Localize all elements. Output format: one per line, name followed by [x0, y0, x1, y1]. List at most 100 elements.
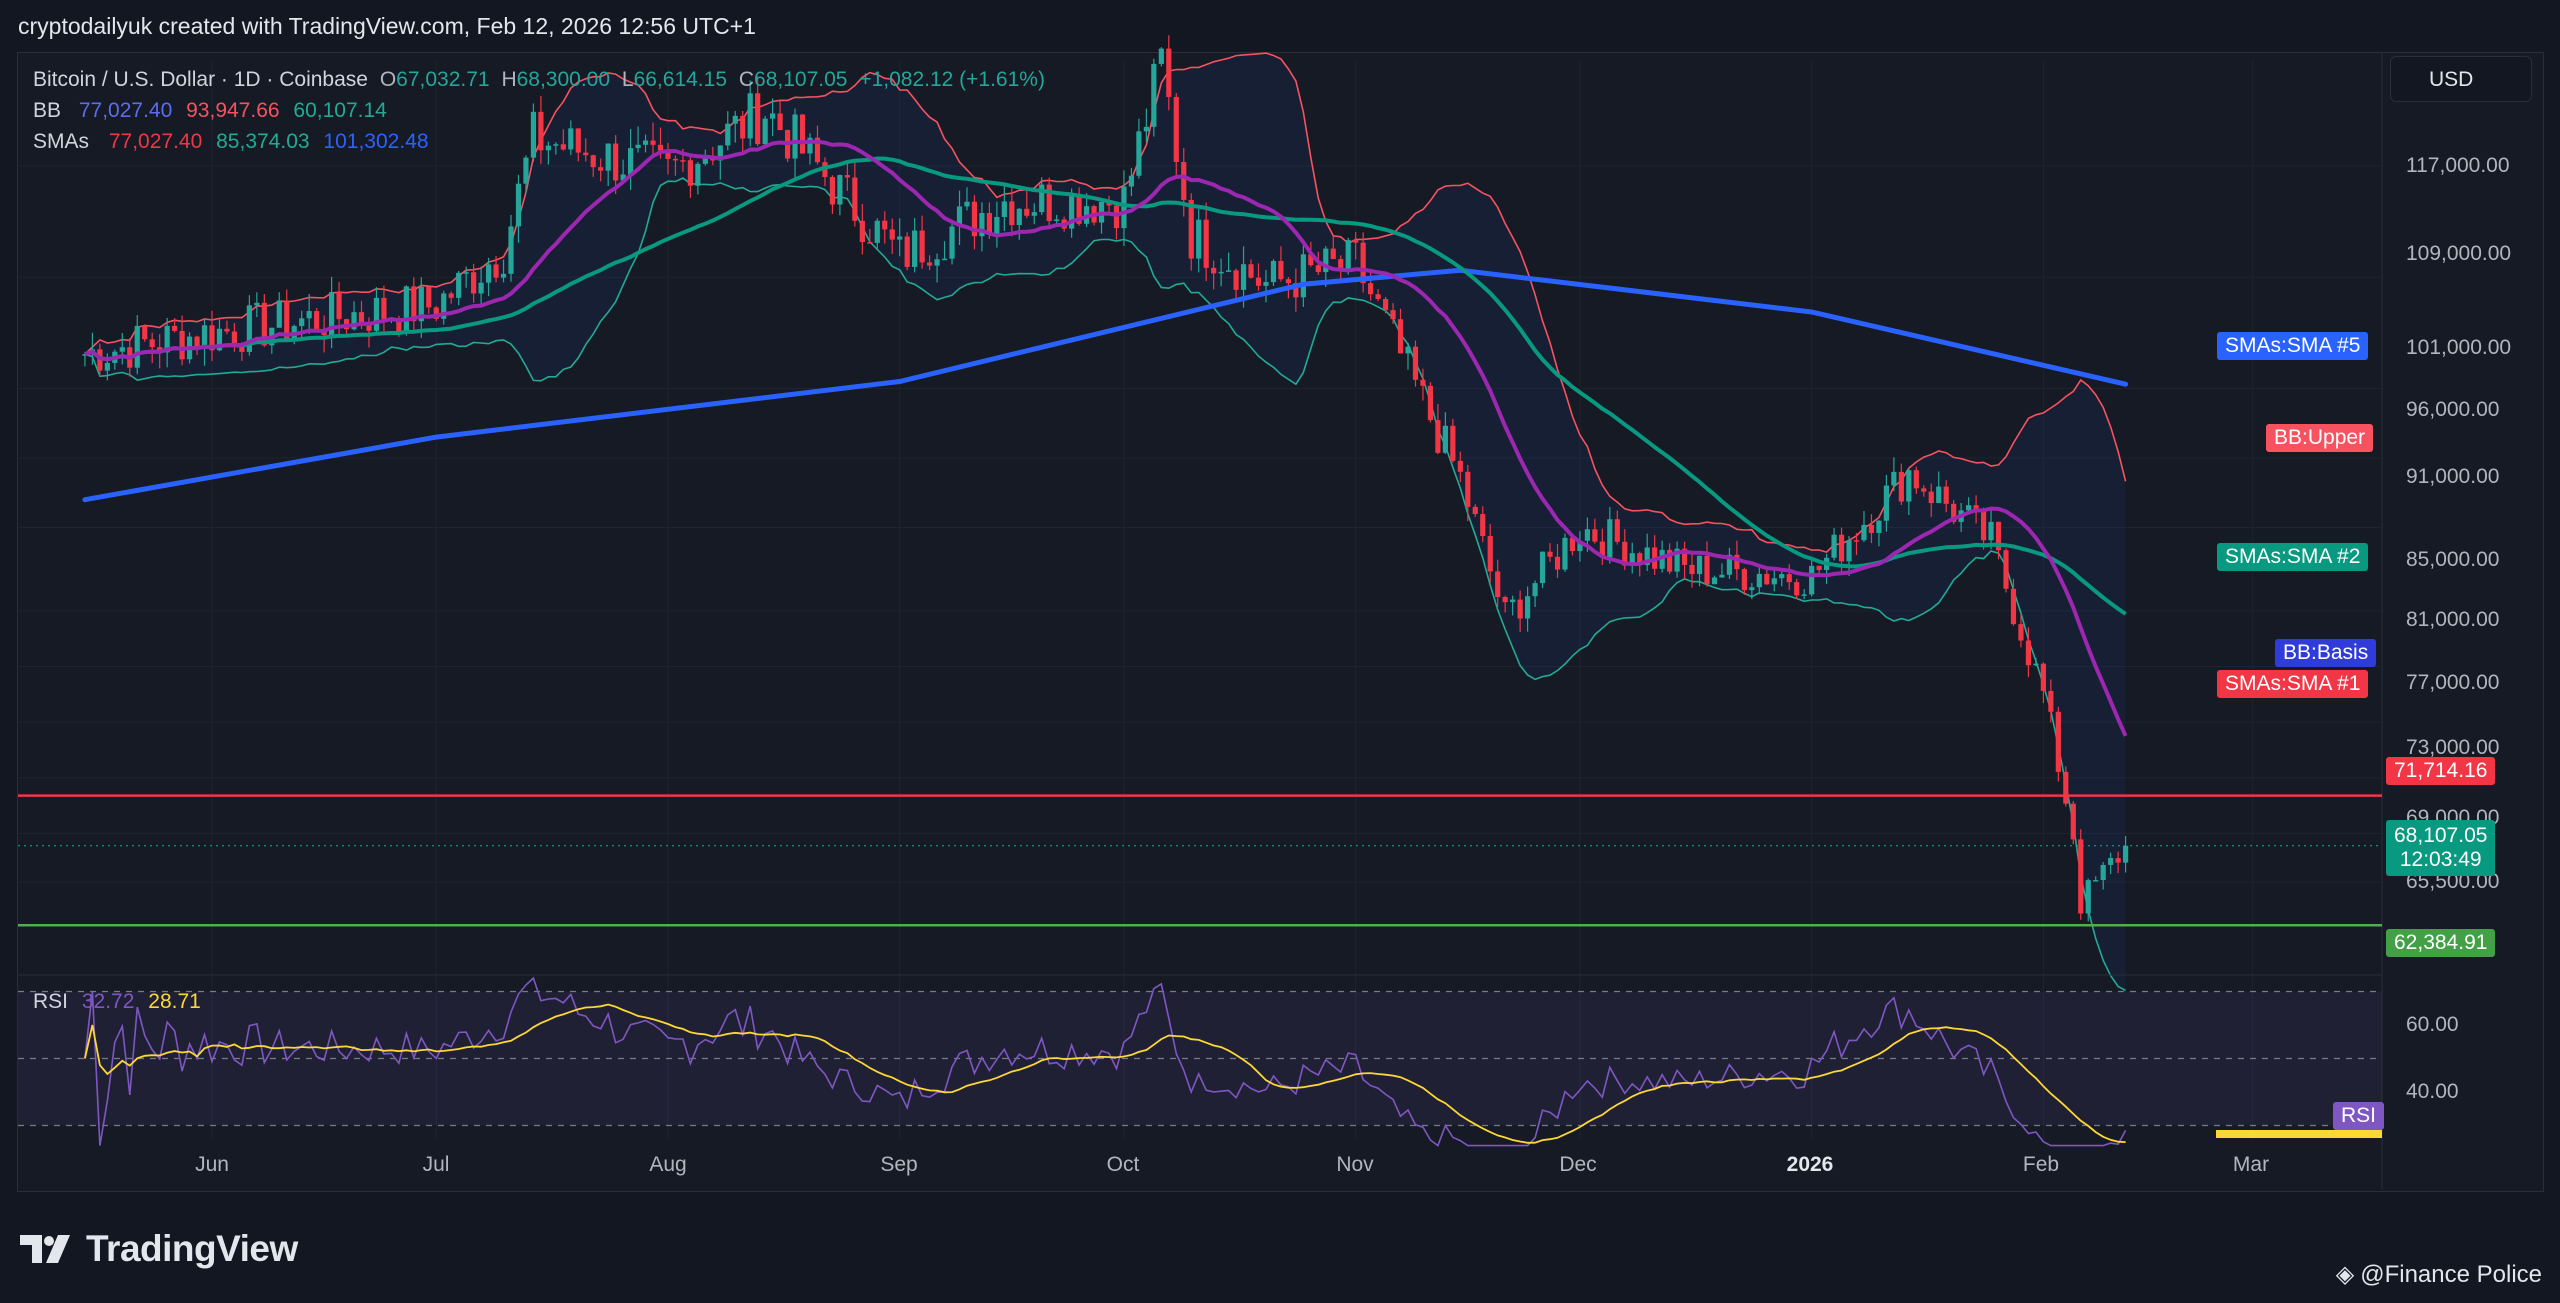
candle-body [635, 144, 641, 149]
rsi-tag: RSI [2333, 1102, 2385, 1130]
candle-body [179, 330, 185, 360]
candle-body [1973, 505, 1979, 509]
candle-body [770, 113, 776, 119]
candle-body [299, 318, 305, 327]
candle-body [2115, 858, 2121, 863]
candle-body [1622, 541, 1628, 566]
candle-body [941, 258, 948, 261]
candle-body [844, 175, 850, 178]
candle-body [530, 111, 537, 158]
candle-body [142, 325, 148, 340]
candle-body [1906, 470, 1912, 502]
candle-body [1704, 555, 1710, 585]
time-tick: Jun [195, 1153, 229, 1176]
candle-body [1674, 548, 1680, 572]
bb-basis-value: 77,027.40 [78, 99, 173, 122]
candle-body [1158, 48, 1164, 64]
sma-label[interactable]: SMAs [33, 130, 90, 153]
candle-body [1465, 471, 1471, 507]
candle-body [381, 297, 387, 319]
bb-lower-value: 60,107.14 [293, 99, 387, 122]
candle-body [1786, 574, 1792, 583]
candle-body [1173, 96, 1179, 162]
candle-body [1592, 529, 1598, 542]
price-tick: 91,000.00 [2406, 465, 2500, 488]
candle-body [583, 152, 589, 156]
support-price-tag: 62,384.91 [2386, 929, 2496, 957]
candle-body [725, 123, 731, 146]
candle-body [358, 312, 365, 323]
caption: cryptodailyuk created with TradingView.c… [18, 12, 756, 39]
bollinger-bands [84, 52, 2127, 992]
candle-body [650, 140, 656, 145]
candle-body [1711, 577, 1718, 585]
price-tick: 77,000.00 [2406, 671, 2500, 694]
candle-body [1046, 184, 1052, 222]
candle-body [2100, 864, 2106, 881]
candle-body [1980, 508, 1987, 541]
candle-body [2018, 624, 2024, 641]
bb-label[interactable]: BB [33, 99, 62, 122]
candle-body [463, 272, 469, 274]
candle-body [2078, 839, 2084, 914]
candle-body [104, 362, 110, 371]
candle-body [134, 325, 140, 368]
tradingview-mark-icon [20, 1235, 70, 1263]
candle-body [329, 292, 335, 336]
candle-body [1009, 201, 1015, 226]
candle-body [209, 325, 215, 351]
candle-body [628, 148, 634, 175]
candle-body [1517, 599, 1523, 619]
candle-body [1338, 259, 1344, 270]
candle-body [426, 286, 432, 308]
candle-body [1764, 573, 1770, 585]
candle-body [1868, 524, 1875, 533]
sma1-tag: SMAs:SMA #1 [2217, 670, 2369, 698]
chart-panel[interactable] [17, 52, 2544, 1192]
candle-body [1853, 540, 1860, 542]
candle-body [755, 93, 761, 145]
candle-body [934, 259, 940, 266]
candle-body [1054, 219, 1060, 222]
candle-body [2033, 663, 2039, 666]
candle-body [1487, 536, 1493, 572]
bb-upper-value: 93,947.66 [186, 99, 280, 122]
tradingview-logo[interactable]: TradingView [20, 1225, 298, 1273]
currency-button[interactable]: USD [2390, 56, 2532, 102]
candle-body [351, 312, 357, 330]
open-value: 67,032.71 [396, 68, 490, 91]
candle-body [2010, 588, 2017, 625]
candle-body [2108, 858, 2114, 865]
candle-body [1240, 264, 1247, 290]
candle-body [1801, 594, 1807, 596]
candle-body [1323, 248, 1329, 273]
candle-body [1218, 271, 1224, 274]
time-tick: Mar [2232, 1153, 2270, 1176]
candle-body [1883, 485, 1889, 521]
candle-body [1569, 537, 1576, 552]
price-tick: 109,000.00 [2406, 242, 2512, 265]
sma-lines [82, 139, 2129, 737]
symbol-name[interactable]: Bitcoin / U.S. Dollar · 1D · Coinbase [33, 68, 368, 91]
time-tick: Nov [1336, 1153, 1374, 1176]
candle-body [2003, 550, 2009, 589]
candle-body [1442, 425, 1448, 453]
time-tick: Dec [1559, 1153, 1597, 1176]
candle-body [620, 174, 626, 181]
candle-body [194, 336, 200, 349]
candle-body [927, 262, 933, 266]
candle-body [396, 318, 402, 332]
candle-body [336, 292, 342, 320]
candle-body [919, 230, 925, 263]
candle-body [1951, 503, 1957, 522]
candle-body [149, 339, 155, 348]
candle-body [1270, 260, 1277, 283]
candle-body [1128, 175, 1135, 187]
bb-fill [84, 53, 2126, 991]
rsi-label[interactable]: RSI [33, 990, 69, 1013]
candle-body [216, 328, 223, 351]
candle-body [478, 282, 484, 294]
candle-body [1966, 505, 1972, 511]
candle-body [949, 226, 955, 259]
